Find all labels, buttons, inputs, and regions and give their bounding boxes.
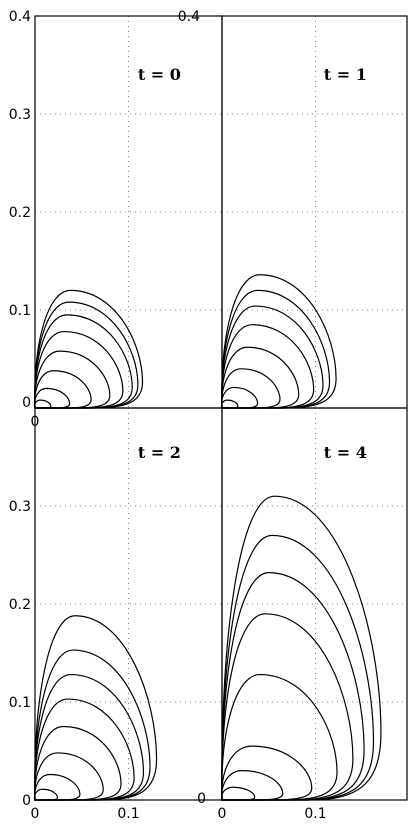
- contour-line: [33, 399, 52, 409]
- contour-line: [221, 305, 324, 409]
- contour-line: [221, 495, 382, 801]
- contour-line: [221, 274, 337, 409]
- y-tick-label: 0: [22, 395, 31, 411]
- contour-line: [221, 346, 300, 409]
- contour-line: [221, 786, 256, 801]
- contour-line: [221, 769, 284, 801]
- contour-line: [221, 613, 354, 801]
- y-tick-label: 0.4: [178, 9, 200, 25]
- y-tick-label: 0.2: [9, 205, 31, 221]
- contour-line: [221, 534, 375, 801]
- panel-frame: [221, 407, 408, 801]
- contour-line: [221, 368, 281, 409]
- contour-line: [34, 370, 92, 409]
- contour-line: [34, 387, 71, 409]
- contour-line: [34, 673, 145, 801]
- panel-title: t = 1: [324, 65, 367, 84]
- contour-line: [34, 725, 122, 801]
- y-tick-label: 0.3: [9, 499, 31, 515]
- contour-line: [34, 330, 124, 409]
- contour-line: [221, 745, 313, 801]
- contour-line: [220, 399, 239, 409]
- contour-line: [34, 773, 81, 801]
- contour-line: [34, 649, 151, 801]
- panel-title: t = 2: [138, 443, 181, 462]
- y-tick-label: 0.4: [9, 9, 31, 25]
- x-tick-label: 0.1: [117, 806, 139, 822]
- contour-line: [33, 788, 59, 801]
- y-tick-label: 0.1: [9, 303, 31, 319]
- contour-line: [34, 289, 144, 409]
- contour-line: [221, 386, 259, 409]
- contour-line: [34, 350, 111, 409]
- y-tick-label: 0.1: [9, 695, 31, 711]
- panel-t1: t = 1 0.4: [178, 9, 408, 409]
- contour-line: [221, 289, 331, 409]
- y-tick-label: 0: [197, 791, 206, 807]
- x-tick-label: 0.1: [304, 806, 326, 822]
- x-tick-label: 0: [31, 806, 40, 822]
- panel-title: t = 4: [324, 443, 367, 462]
- contour-line: [34, 615, 158, 801]
- y-tick-label: 0: [22, 793, 31, 809]
- panel-title: t = 0: [138, 65, 181, 84]
- contour-line: [34, 752, 104, 801]
- y-tick-label: 0.2: [9, 597, 31, 613]
- x-tick-label: 0: [218, 806, 227, 822]
- y-tick-label: 0.3: [9, 107, 31, 123]
- contour-line: [221, 324, 315, 409]
- panel-t4: t = 4 0 0 0.1: [197, 407, 408, 822]
- contour-line: [34, 301, 139, 409]
- contour-line: [34, 698, 135, 801]
- panel-t0: t = 0 0 0.1 0.2 0.3 0.4 0: [9, 9, 223, 430]
- contour-line: [34, 314, 133, 409]
- contour-line: [221, 673, 338, 801]
- panel-t2: t = 2 0 0.1 0.2 0.3 0 0.1: [9, 407, 223, 822]
- contour-line: [221, 572, 365, 801]
